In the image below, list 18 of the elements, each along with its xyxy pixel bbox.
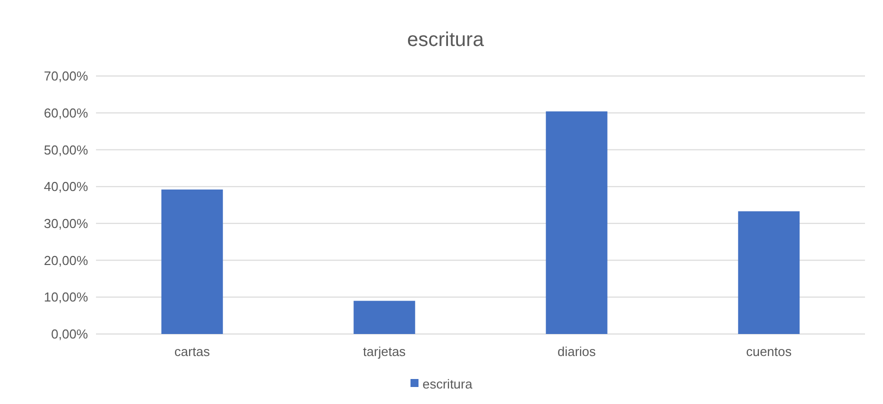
bar — [161, 190, 223, 334]
bar — [546, 111, 608, 334]
y-tick-label: 30,00% — [44, 216, 88, 231]
y-tick-label: 10,00% — [44, 290, 88, 305]
legend-label: escritura — [422, 376, 474, 392]
x-tick-label: cartas — [174, 344, 210, 359]
chart-title: escritura — [407, 29, 485, 51]
y-tick-label: 0,00% — [51, 326, 88, 342]
x-tick-label: cuentos — [746, 344, 792, 359]
bar — [738, 211, 800, 334]
y-tick-label: 20,00% — [44, 252, 88, 268]
y-tick-label: 50,00% — [44, 142, 88, 158]
y-tick-label: 40,00% — [44, 179, 88, 194]
bar — [354, 300, 416, 334]
y-tick-label: 60,00% — [44, 105, 88, 120]
x-tick-label: tarjetas — [363, 344, 406, 359]
x-tick-label: diarios — [557, 344, 596, 359]
y-tick-label: 70,00% — [44, 68, 88, 84]
